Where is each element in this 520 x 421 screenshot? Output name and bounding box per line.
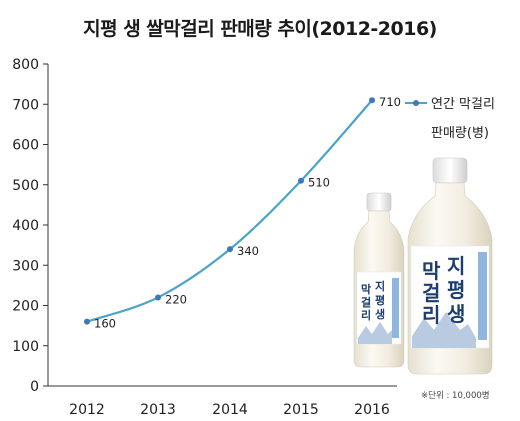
chart-axes — [43, 63, 397, 387]
data-point — [227, 246, 233, 253]
data-label: 710 — [379, 95, 401, 109]
x-tick-label: 2012 — [69, 402, 105, 418]
data-label: 220 — [165, 292, 187, 306]
legend-line-marker — [405, 98, 427, 108]
y-tick-label: 700 — [12, 97, 39, 113]
small-bottle-label-col1: 막걸리 — [361, 283, 372, 322]
x-tick-label: 2016 — [354, 402, 390, 418]
large-bottle-label: 막걸리 지평생 — [420, 254, 480, 344]
large-bottle-label-col1: 막걸리 — [422, 259, 441, 327]
data-label: 510 — [308, 176, 330, 190]
small-bottle-image — [353, 192, 405, 368]
legend-entry: 연간 막걸리 — [405, 93, 517, 112]
legend-label-line1: 연간 막걸리 — [431, 97, 495, 112]
small-bottle-label: 막걸리 지평생 — [360, 280, 394, 336]
y-tick-label: 800 — [12, 57, 39, 73]
data-label: 340 — [237, 244, 259, 258]
y-tick-label: 200 — [12, 299, 39, 315]
bottle-illustration — [353, 157, 493, 375]
data-point — [84, 318, 90, 325]
chart-legend: 연간 막걸리 판매량(병) — [405, 93, 517, 141]
x-tick-label: 2013 — [140, 402, 176, 418]
series-path — [86, 99, 373, 323]
y-tick-label: 500 — [12, 178, 39, 194]
chart-title: 지평 생 쌀막걸리 판매량 추이(2012-2016) — [83, 18, 437, 40]
y-tick-label: 600 — [12, 138, 39, 154]
unit-note: ※단위 : 10,000병 — [421, 391, 490, 401]
large-bottle-label-col2: 지평생 — [447, 254, 466, 326]
small-bottle-label-col2: 지평생 — [375, 280, 386, 321]
large-bottle-image — [407, 157, 493, 375]
y-tick-label: 300 — [12, 258, 39, 274]
data-point — [298, 177, 304, 184]
x-tick-labels: 2012 2013 2014 2015 2016 — [69, 402, 390, 418]
y-tick-label: 0 — [30, 379, 39, 395]
x-tick-label: 2014 — [212, 402, 248, 418]
data-point — [369, 97, 375, 104]
y-tick-label: 400 — [12, 218, 39, 234]
x-tick-label: 2015 — [283, 402, 319, 418]
series-line: 160 220 340 510 710 — [84, 95, 401, 331]
data-point — [155, 294, 161, 301]
legend-label-line2: 판매량(병) — [431, 126, 489, 141]
y-tick-labels: 0 100 200 300 400 500 600 700 800 — [12, 57, 39, 395]
data-label: 160 — [94, 317, 116, 331]
y-tick-label: 100 — [12, 339, 39, 355]
